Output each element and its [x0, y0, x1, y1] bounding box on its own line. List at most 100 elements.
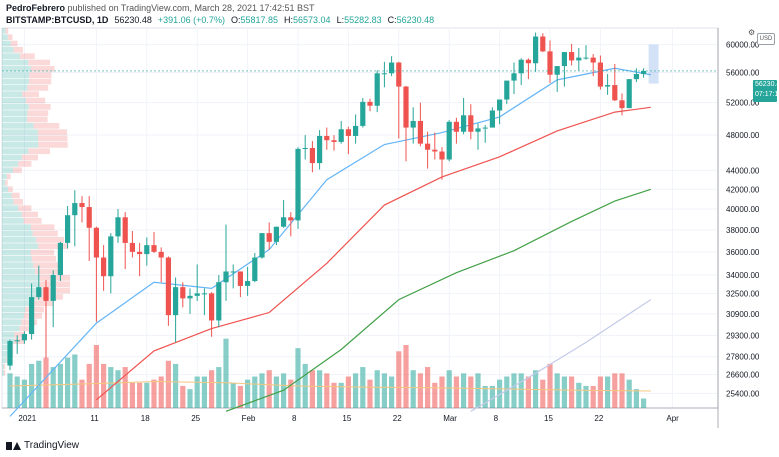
candle-body: [360, 101, 366, 126]
volume-bar: [331, 382, 337, 408]
candle-body: [403, 86, 409, 128]
plot-area: [1, 27, 719, 409]
volume-profile-bar-up: [2, 148, 29, 155]
volume-bar: [583, 385, 589, 408]
volume-bar: [605, 376, 611, 408]
volume-profile-bar-down: [30, 66, 55, 72]
volume-profile-bar-up: [2, 262, 34, 269]
candle-body: [245, 281, 251, 286]
volume-profile-bar-up: [2, 47, 14, 53]
y-tick-label: 30900.00: [726, 310, 760, 319]
volume-bar: [641, 398, 647, 408]
y-tick-label: 44000.00: [726, 166, 760, 175]
volume-profile-bar-down: [6, 173, 11, 180]
volume-profile-bar-up: [2, 186, 8, 193]
x-tick-label: 15: [342, 414, 351, 423]
last-price: 56230.48: [114, 15, 152, 25]
volume-bar: [540, 379, 546, 408]
volume-bar: [525, 376, 531, 408]
candle-body: [554, 66, 560, 75]
volume-profile-bar-down: [10, 40, 18, 47]
ma-slow-line: [225, 188, 651, 412]
volume-bar: [439, 376, 445, 408]
open-value: 55817.85: [240, 15, 279, 25]
candle-body: [29, 297, 35, 335]
ma-mid-line: [96, 106, 651, 401]
volume-profile-bar-down: [35, 268, 63, 275]
author-name[interactable]: PedroFebrero: [6, 3, 66, 13]
volume-bar: [309, 370, 315, 408]
gear-icon[interactable]: ⚙: [748, 28, 756, 37]
volume-bar: [317, 370, 323, 408]
candle-body: [115, 217, 121, 237]
candle-body: [641, 70, 647, 75]
x-tick-label: 8: [292, 414, 297, 423]
candle-body: [108, 236, 114, 277]
price-chart[interactable]: 25400.00 26600.00 27800.00 29300.00 30900.00…: [0, 26, 779, 438]
volume-bar: [72, 354, 78, 408]
candle-body: [432, 149, 438, 152]
volume-bar: [21, 379, 27, 408]
volume-profile-bar-up: [2, 351, 9, 357]
volume-profile-bar-down: [38, 142, 68, 148]
volume-profile-bar-down: [19, 325, 34, 332]
candle-body: [65, 215, 71, 243]
volume-profile-bar-up: [2, 313, 24, 319]
volume-profile-bar-up: [2, 53, 20, 60]
y-tick-label: 38000.00: [726, 226, 760, 235]
candle-body: [252, 257, 258, 282]
volume-bar: [569, 376, 575, 408]
candle-body: [367, 101, 373, 106]
volume-profile-bar-up: [2, 268, 36, 275]
volume-profile-bar-up: [2, 85, 28, 91]
volume-bar: [345, 376, 351, 408]
currency-label[interactable]: USD: [757, 33, 775, 45]
volume-bar: [29, 363, 35, 408]
volume-profile-bar-up: [2, 110, 28, 117]
volume-bar: [237, 385, 243, 408]
low-label: L:: [336, 15, 345, 25]
volume-bar: [590, 385, 596, 408]
candle-body: [21, 334, 27, 341]
volume-profile-bar-up: [2, 306, 26, 313]
volume-profile-bar-down: [13, 199, 23, 205]
candle-body: [129, 242, 135, 252]
candle-body: [605, 85, 611, 87]
volume-bar: [165, 360, 171, 408]
candle-body: [511, 73, 517, 81]
close-value: 56230.48: [396, 15, 435, 25]
volume-profile-bar-down: [32, 230, 58, 237]
x-tick-label: 2021: [18, 414, 36, 423]
volume-profile-bar-down: [30, 300, 54, 307]
volume-profile-bar-down: [21, 154, 38, 161]
volume-bar: [324, 373, 330, 408]
volume-profile-bar-down: [29, 78, 52, 85]
volume-bar: [230, 382, 236, 408]
candle-body: [633, 74, 639, 80]
footer-brand[interactable]: TradingView: [24, 440, 80, 451]
candle-body: [309, 147, 315, 164]
candle-body: [237, 271, 243, 286]
candle-body: [461, 115, 467, 132]
volume-profile-bar-down: [21, 211, 38, 218]
candle-body: [209, 293, 215, 321]
candle-body: [50, 275, 56, 301]
y-tick-label: 26600.00: [726, 371, 760, 380]
volume-bar: [576, 382, 582, 408]
candle-body: [230, 271, 236, 273]
volume-profile-bar-up: [2, 249, 31, 256]
y-tick-label: 29300.00: [726, 331, 760, 340]
candle-body: [475, 128, 481, 132]
candle-body: [410, 120, 416, 128]
candle-body: [180, 287, 186, 299]
volume-bar: [201, 376, 207, 408]
volume-bar: [432, 382, 438, 408]
volume-bar: [482, 385, 488, 408]
volume-bar: [7, 373, 13, 408]
volume-profile-bar-down: [30, 224, 55, 231]
volume-profile-bar-down: [23, 218, 42, 224]
volume-profile-bar-up: [2, 154, 22, 161]
volume-bar: [518, 373, 524, 408]
volume-bar: [187, 389, 193, 408]
ma-long-line: [470, 299, 652, 412]
